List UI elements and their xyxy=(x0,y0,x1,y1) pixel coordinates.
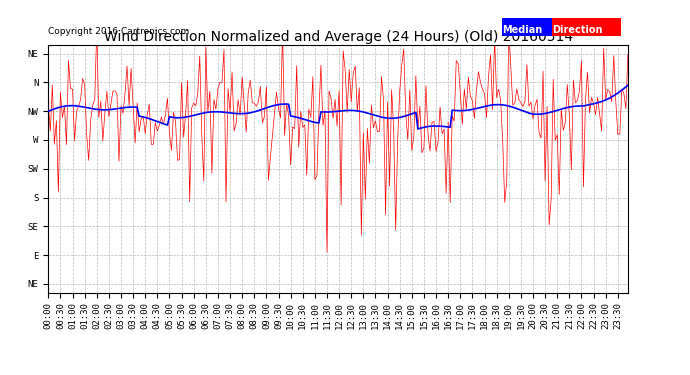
Text: Median: Median xyxy=(502,25,542,35)
Text: Direction: Direction xyxy=(552,25,602,35)
Text: Copyright 2016 Cartronics.com: Copyright 2016 Cartronics.com xyxy=(48,27,190,36)
Title: Wind Direction Normalized and Average (24 Hours) (Old) 20160514: Wind Direction Normalized and Average (2… xyxy=(104,30,573,44)
